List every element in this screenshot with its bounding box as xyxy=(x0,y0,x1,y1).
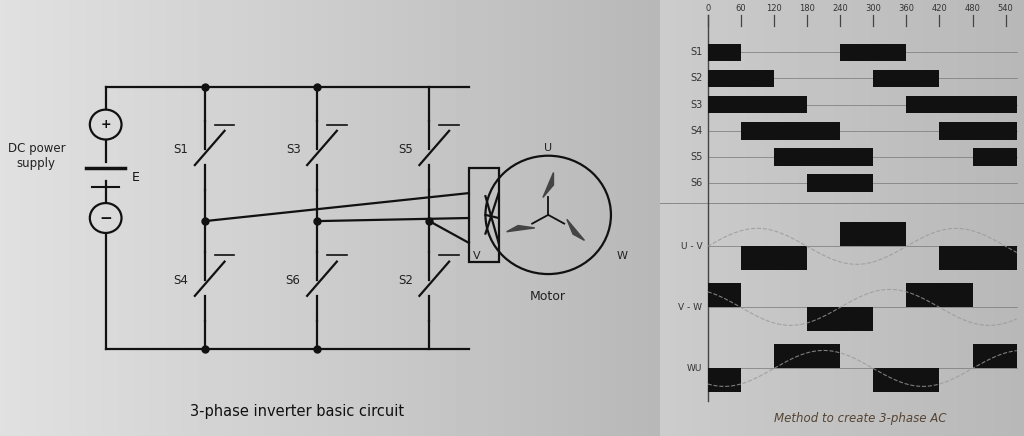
Text: S1: S1 xyxy=(173,143,188,156)
Text: DC power
supply: DC power supply xyxy=(7,142,66,170)
Text: S4: S4 xyxy=(690,126,702,136)
Bar xyxy=(939,246,1017,270)
Bar xyxy=(840,44,906,61)
Text: V: V xyxy=(472,251,480,261)
Text: S4: S4 xyxy=(173,274,188,287)
Text: U - V: U - V xyxy=(681,242,702,251)
Text: E: E xyxy=(132,171,140,184)
Bar xyxy=(807,174,873,192)
Text: Method to create 3-phase AC: Method to create 3-phase AC xyxy=(774,412,946,425)
Bar xyxy=(469,168,499,262)
Text: 180: 180 xyxy=(799,4,815,13)
Bar xyxy=(973,148,1017,166)
Text: Motor: Motor xyxy=(530,290,566,303)
Bar xyxy=(708,70,774,87)
Text: WU: WU xyxy=(687,364,702,373)
Text: S1: S1 xyxy=(690,48,702,57)
Text: 360: 360 xyxy=(898,4,914,13)
Text: −: − xyxy=(99,211,112,225)
Text: U: U xyxy=(544,143,552,153)
Bar xyxy=(708,283,740,307)
Text: 540: 540 xyxy=(997,4,1014,13)
Text: 420: 420 xyxy=(932,4,947,13)
Text: S5: S5 xyxy=(690,152,702,162)
Bar xyxy=(807,307,873,331)
Bar xyxy=(873,368,939,392)
Text: +: + xyxy=(100,118,111,131)
Bar xyxy=(873,70,939,87)
Text: 120: 120 xyxy=(766,4,782,13)
Text: 480: 480 xyxy=(965,4,981,13)
Text: S6: S6 xyxy=(286,274,300,287)
Bar xyxy=(906,283,973,307)
Polygon shape xyxy=(543,173,554,198)
Bar xyxy=(708,44,740,61)
Bar xyxy=(840,222,906,246)
Text: S3: S3 xyxy=(690,100,702,109)
Text: W: W xyxy=(616,251,628,261)
Text: V - W: V - W xyxy=(678,303,702,312)
Bar xyxy=(708,96,807,113)
Text: 3-phase inverter basic circuit: 3-phase inverter basic circuit xyxy=(190,404,404,419)
Bar xyxy=(939,122,1017,140)
Text: 240: 240 xyxy=(833,4,848,13)
Text: S6: S6 xyxy=(690,178,702,188)
Bar xyxy=(774,344,840,368)
Polygon shape xyxy=(567,219,585,240)
Bar xyxy=(740,246,807,270)
Text: 0: 0 xyxy=(706,4,711,13)
Bar xyxy=(973,344,1017,368)
Text: 300: 300 xyxy=(865,4,882,13)
Text: S2: S2 xyxy=(398,274,413,287)
Bar xyxy=(906,96,1017,113)
Bar xyxy=(708,368,740,392)
Text: 60: 60 xyxy=(735,4,746,13)
Bar xyxy=(740,122,840,140)
Polygon shape xyxy=(507,225,535,232)
Text: S3: S3 xyxy=(286,143,300,156)
Text: S2: S2 xyxy=(690,74,702,83)
Bar xyxy=(774,148,873,166)
Text: S5: S5 xyxy=(398,143,413,156)
